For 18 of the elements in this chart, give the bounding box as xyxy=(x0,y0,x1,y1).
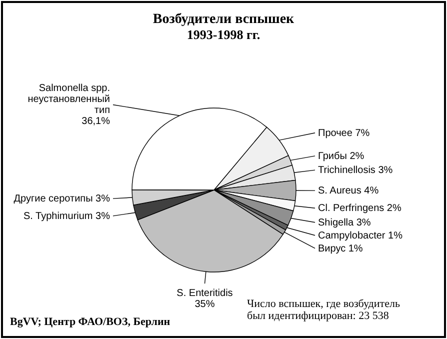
data-label: 36,1% xyxy=(82,116,110,128)
slice-label: Shigella 3% xyxy=(318,217,371,228)
slice-label: S. Enteritidis xyxy=(176,288,233,300)
text: BgVV; Центр ФАО/ВОЗ, Берлин xyxy=(10,316,171,328)
slice-label: Cl. Perfringens 2% xyxy=(318,203,402,214)
slice-label: Другие серотипы 3% xyxy=(14,194,110,205)
chart-title: Возбудители вспышек xyxy=(152,12,296,27)
slice-label: S. Typhimurium 3% xyxy=(23,210,110,222)
text: Число вспышек, где возбудитель был идентифицирован: 23 538 xyxy=(247,298,400,322)
slice-label: S. Aureus 4% xyxy=(318,186,379,197)
chart-subtitle: 1993-1998 гг. xyxy=(186,27,260,42)
slice-label: Campylobacter 1% xyxy=(318,230,403,242)
slice-label: Trichinellosis 3% xyxy=(318,165,393,176)
slice-label: Salmonella spp. неустановленный тип xyxy=(28,83,110,116)
slice-label: Вирус 1% xyxy=(318,243,363,254)
slice-label: Прочее 7% xyxy=(318,128,370,139)
data-label: 35% xyxy=(194,299,215,310)
slice-label: Грибы 2% xyxy=(318,150,364,162)
